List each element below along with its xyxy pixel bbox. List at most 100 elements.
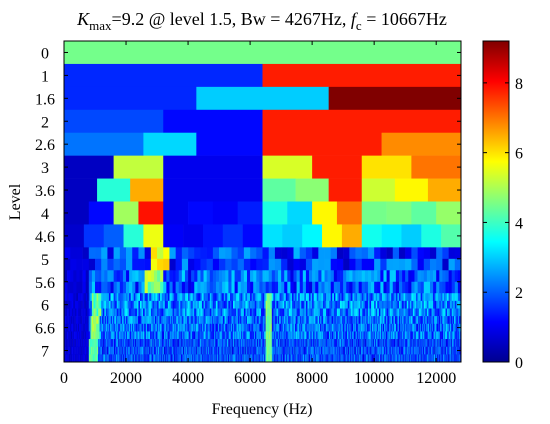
heatmap-cell: [379, 331, 381, 340]
heatmap-cell: [250, 331, 252, 340]
heatmap-cell: [378, 323, 380, 332]
heatmap-cell: [118, 331, 120, 340]
heatmap-cell: [417, 331, 419, 340]
heatmap-cell: [95, 258, 102, 271]
heatmap-cell: [189, 346, 190, 355]
heatmap-cell: [215, 346, 216, 355]
heatmap-cell: [146, 308, 149, 317]
heatmap-cell: [122, 308, 125, 317]
heatmap-cell: [100, 339, 102, 348]
heatmap-cell: [206, 247, 214, 260]
heatmap-cell: [217, 346, 219, 355]
heatmap-cell: [191, 339, 193, 348]
heatmap-cell: [122, 270, 127, 283]
heatmap-cell: [88, 323, 90, 332]
heatmap-cell: [448, 308, 451, 317]
heatmap-cell: [129, 308, 131, 317]
heatmap-cell: [139, 331, 141, 340]
heatmap-cell: [101, 331, 104, 340]
heatmap-cell: [340, 316, 342, 325]
heatmap-cell: [126, 247, 133, 260]
heatmap-cell: [65, 339, 67, 348]
heatmap-cell: [443, 316, 445, 325]
heatmap-cell: [95, 323, 97, 332]
heatmap-cell: [114, 323, 116, 332]
heatmap-cell: [305, 323, 307, 332]
heatmap-cell: [341, 308, 344, 317]
heatmap-cell: [199, 339, 201, 348]
heatmap-cell: [68, 354, 69, 362]
heatmap-cell: [150, 270, 155, 283]
heatmap-cell: [280, 323, 282, 332]
heatmap-cell: [344, 331, 346, 340]
heatmap-cell: [294, 354, 295, 362]
heatmap-cell: [272, 354, 273, 362]
heatmap-cell: [302, 224, 323, 248]
heatmap-cell: [223, 346, 225, 355]
heatmap-cell: [237, 346, 238, 355]
heatmap-cell: [294, 346, 296, 355]
heatmap-cell: [126, 331, 128, 340]
heatmap-cell: [318, 293, 321, 302]
heatmap-cell: [281, 346, 283, 355]
heatmap-cell: [238, 331, 240, 340]
heatmap-cell: [244, 339, 246, 348]
heatmap-cell: [350, 354, 352, 362]
heatmap-cell: [248, 331, 250, 340]
heatmap-cell: [86, 316, 88, 325]
heatmap-cell: [161, 308, 164, 317]
heatmap-cell: [423, 331, 425, 340]
heatmap-cell: [343, 339, 345, 348]
heatmap-cell: [296, 354, 298, 362]
heatmap-cell: [288, 323, 290, 332]
heatmap-cell: [195, 339, 197, 348]
heatmap-cell: [247, 339, 249, 348]
heatmap-cell: [303, 346, 305, 355]
heatmap-cell: [205, 354, 207, 362]
heatmap-cell: [274, 281, 279, 294]
heatmap-cell: [322, 308, 325, 317]
heatmap-cell: [328, 354, 329, 362]
heatmap-cell: [267, 323, 270, 332]
heatmap-cell: [233, 323, 235, 332]
heatmap-cell: [425, 331, 427, 340]
heatmap-cell: [336, 247, 344, 260]
heatmap-cell: [394, 323, 396, 332]
heatmap-cell: [380, 293, 383, 302]
heatmap-cell: [446, 323, 448, 332]
heatmap-cell: [290, 270, 294, 283]
heatmap-cell: [116, 281, 121, 294]
heatmap-cell: [77, 323, 80, 332]
heatmap-cell: [320, 354, 321, 362]
heatmap-cell: [139, 339, 140, 348]
heatmap-cell: [103, 339, 104, 348]
heatmap-cell: [340, 339, 342, 348]
heatmap-cell: [271, 270, 276, 283]
heatmap-cell: [216, 331, 218, 340]
heatmap-cell: [324, 293, 327, 302]
heatmap-cell: [306, 323, 308, 332]
heatmap-cell: [212, 354, 214, 362]
heatmap-cell: [267, 300, 270, 309]
heatmap-cell: [353, 316, 356, 325]
heatmap-cell: [341, 293, 344, 302]
heatmap-cell: [402, 308, 404, 317]
heatmap-cell: [168, 316, 170, 325]
heatmap-cell: [312, 339, 314, 348]
heatmap-cell: [327, 339, 329, 348]
heatmap-cell: [388, 300, 390, 309]
heatmap-cell: [454, 323, 456, 332]
heatmap-cell: [79, 346, 80, 355]
heatmap-cell: [335, 354, 337, 362]
heatmap-cell: [376, 331, 378, 340]
heatmap-cell: [240, 354, 242, 362]
heatmap-cell: [102, 300, 105, 309]
heatmap-cell: [333, 354, 334, 362]
heatmap-cell: [242, 331, 244, 340]
heatmap-cell: [240, 323, 242, 332]
heatmap-cell: [192, 308, 195, 317]
heatmap-cell: [378, 293, 381, 302]
heatmap-cell: [70, 323, 73, 332]
heatmap-cell: [108, 339, 110, 348]
heatmap-cell: [253, 346, 255, 355]
